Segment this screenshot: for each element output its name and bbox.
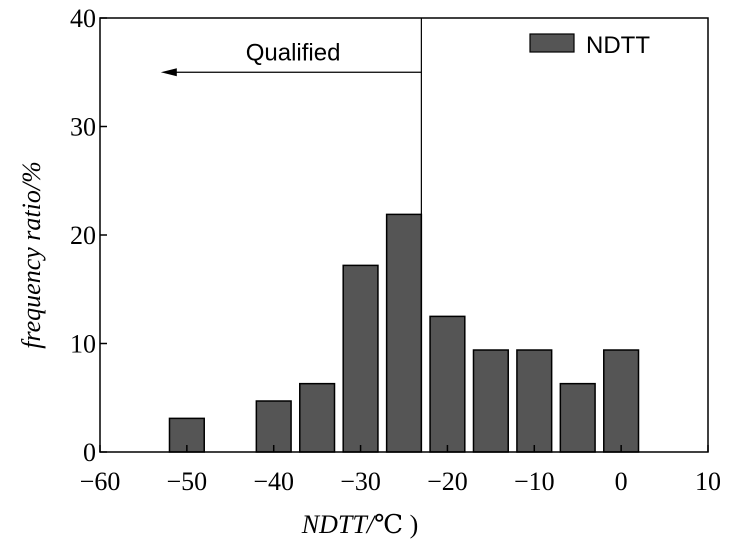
bar--10 [516,349,553,453]
x-tick-label: −60 [80,467,121,496]
x-tick-label: −40 [253,467,294,496]
bar-0 [603,349,640,453]
x-tick-label: 10 [695,467,721,496]
bar--5 [559,382,596,453]
labels-layer: −60 −50 −40 −30 −20 −10 0 10 0 10 20 30 40 [70,4,721,496]
annotation-layer: Qualified [160,18,422,452]
legend-swatch [529,33,575,53]
x-tick-label: −10 [514,467,555,496]
bar--25 [385,213,423,453]
y-tick-label: 20 [70,221,96,250]
y-tick-label: 30 [70,113,96,142]
qualified-arrow-head [160,68,177,77]
x-axis-title-unit: ℃ ) [374,510,418,539]
bar--40 [255,400,292,453]
x-tick-label: −20 [427,467,468,496]
qualified-annotation: Qualified [246,39,341,66]
x-axis-title: NDTT/℃ ) [301,510,419,539]
bar--15 [472,349,509,453]
bars-layer [168,213,640,453]
bar--30 [342,264,379,453]
x-tick-label: −30 [340,467,381,496]
y-tick-label: 40 [70,4,96,33]
legend-label: NDTT [586,32,650,59]
x-tick-label: −50 [167,467,208,496]
bar--20 [429,315,466,453]
legend: NDTT [529,32,650,59]
x-axis-title-main: NDTT/ [301,510,377,539]
y-tick-label: 10 [70,330,96,359]
y-tick-label: 0 [83,438,96,467]
y-axis-title: frequency ratio/% [17,161,46,348]
x-tick-label: 0 [615,467,628,496]
ticks-layer [99,17,709,453]
bar--35 [299,382,336,453]
